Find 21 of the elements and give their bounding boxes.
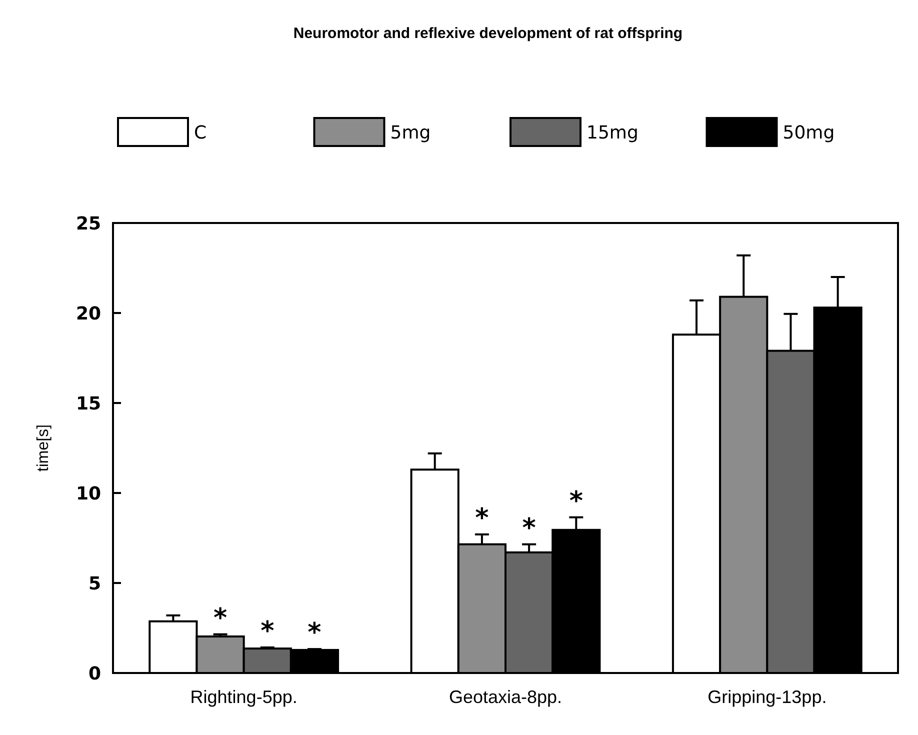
y-tick-label: 10	[76, 483, 101, 504]
data-label: *	[260, 616, 275, 646]
legend-label: C	[194, 122, 207, 144]
data-label: *	[308, 618, 322, 648]
y-tick-label: 5	[88, 573, 101, 594]
y-tick-label: 15	[76, 393, 101, 414]
data-label: *	[213, 603, 228, 634]
data-label: *	[475, 503, 490, 534]
x-tick-label: Righting-5pp.	[190, 687, 298, 707]
y-tick-label: 25	[76, 213, 101, 234]
y-axis-title: time[s]	[35, 424, 52, 472]
legend-label: 50mg	[782, 122, 835, 144]
data-label: *	[569, 486, 584, 516]
y-tick-label: 0	[88, 663, 101, 684]
x-tick-label: Gripping-13pp.	[708, 687, 827, 707]
data-label: *	[522, 513, 536, 544]
legend-label: 15mg	[586, 122, 638, 144]
legend-label: 5mg	[390, 122, 431, 144]
x-tick-label: Geotaxia-8pp.	[448, 687, 562, 707]
y-tick-label: 20	[76, 303, 101, 324]
chart-title: Neuromotor and reflexive development of rat offspring	[293, 25, 683, 42]
